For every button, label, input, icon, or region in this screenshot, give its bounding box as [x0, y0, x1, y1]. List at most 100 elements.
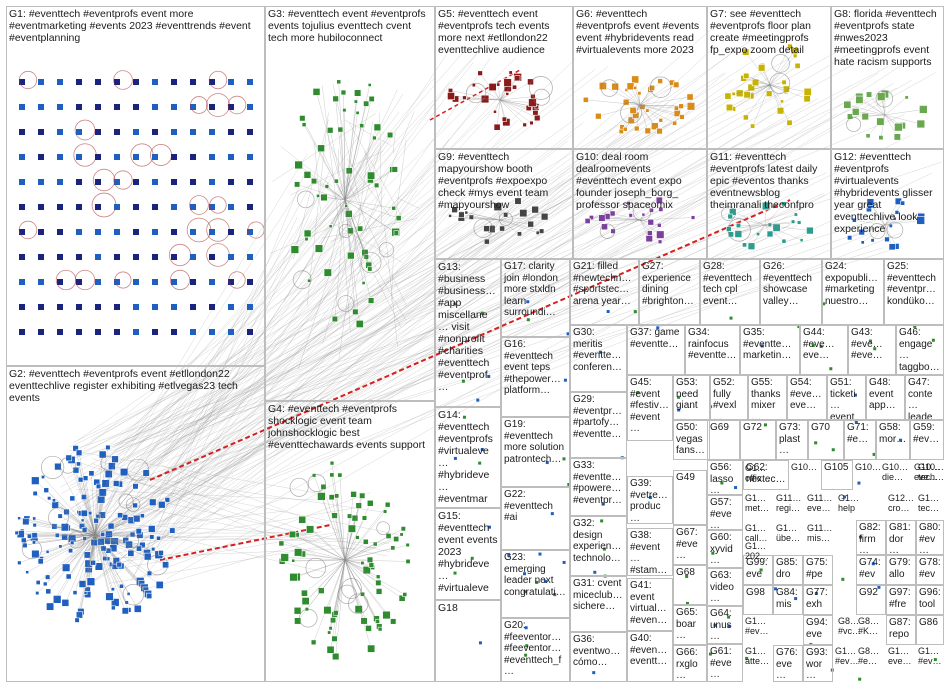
group-box-g48[interactable]: G48: event app… — [866, 375, 905, 420]
self-loop-icon — [289, 477, 309, 497]
group-box-g97[interactable]: G97: #fre… — [886, 585, 916, 615]
group-box-g64[interactable]: G64: unus… — [707, 606, 743, 644]
group-box-g33[interactable]: G33: #eventte… #powere… #eventpr… — [570, 458, 627, 516]
group-box-g41[interactable]: G41: event virtual… #even… — [627, 578, 673, 631]
group-box-g20[interactable]: G20: #feeventor… #feeventor… #eventtech_… — [501, 618, 570, 682]
group-box-g62[interactable]: G62: nextec… — [743, 460, 789, 490]
group-box-g47[interactable]: G47: conte… leade… — [905, 375, 944, 420]
group-box-g55[interactable]: G55: thanks mixer… — [748, 375, 787, 420]
group-box-g78[interactable]: G78: #ev… — [916, 555, 944, 585]
group-box-g80[interactable]: G80: #ev… — [916, 520, 944, 555]
group-box-g28[interactable]: G28: #eventtech tech cpl event… — [700, 259, 760, 325]
group-box-g15[interactable]: G15: #eventtech event events 2023 #hybri… — [435, 508, 501, 600]
group-box-g76[interactable]: G76: eve… — [773, 645, 803, 682]
group-box-g12[interactable]: G12: #eventtech #eventprofs #virtualeven… — [831, 149, 944, 259]
group-box-g66[interactable]: G66: rxglo… — [673, 645, 707, 682]
group-box-g1[interactable]: G1: #eventtech #eventprofs event more #e… — [6, 6, 265, 366]
group-box-g30[interactable]: G30: meritis #eventte… conferen… — [570, 325, 627, 392]
group-box-g69[interactable]: G69 — [707, 420, 740, 460]
group-box-g18[interactable]: G18 — [435, 600, 501, 682]
group-box-g70[interactable]: G70 — [808, 420, 844, 460]
group-box-g5[interactable]: G5: #eventtech event #eventprofs tech ev… — [435, 6, 573, 149]
group-box-g105[interactable]: G105 — [821, 460, 853, 490]
group-box-g61[interactable]: G61: #eve… — [707, 644, 743, 682]
group-box-g59[interactable]: G59: #ev… — [910, 420, 944, 460]
group-box-g67[interactable]: G67: #eve… — [673, 525, 707, 565]
group-box-g4[interactable]: G4: #eventtech #eventprofs shocklogic ev… — [265, 401, 435, 682]
group-box-g37[interactable]: G37: game #eventte… — [627, 325, 685, 375]
group-box-g25[interactable]: G25: #eventtech #eventpr… kondüko… — [884, 259, 944, 325]
group-box-g56[interactable]: G56: lasso… — [707, 460, 743, 495]
group-box-g65[interactable]: G65: boar… — [673, 605, 707, 645]
group-box-g32[interactable]: G32: design experien… technolo… — [570, 516, 627, 576]
group-box-g58[interactable]: G58: mor… — [876, 420, 910, 460]
group-box-g77[interactable]: G77: exh… — [803, 585, 833, 615]
group-box-g96[interactable]: G96: tool… — [916, 585, 944, 615]
group-box-g3[interactable]: G3: #eventtech event #eventprofs events … — [265, 6, 435, 401]
group-box-g81[interactable]: G81: dor… — [886, 520, 916, 555]
group-box-g13[interactable]: G13: #business #business… #app miscellan… — [435, 259, 501, 407]
group-box-g74[interactable]: G74: #ev… — [856, 555, 886, 585]
group-box-g46[interactable]: G46: engage… taggbo… — [896, 325, 944, 375]
network-node-icon — [598, 82, 607, 91]
group-box-g23[interactable]: G23: emerging leader next congratulati… — [501, 550, 570, 618]
group-box-g44[interactable]: G44: #eve… eve… — [800, 325, 848, 375]
group-box-g75[interactable]: G75: #pe… — [803, 555, 833, 585]
group-box-g45[interactable]: G45: #event #festiv… #event… — [627, 375, 673, 441]
group-box-g14[interactable]: G14: #eventtech #eventprofs #virtualeve…… — [435, 407, 501, 508]
group-box-g53[interactable]: G53: need giant… — [673, 375, 710, 420]
group-box-g54[interactable]: G54: #eve… eve… — [787, 375, 827, 420]
group-box-g39[interactable]: G39: #vetre… produc… — [627, 476, 673, 524]
group-box-g73[interactable]: G73: plast… — [776, 420, 808, 460]
group-box-g68[interactable]: G68 — [673, 565, 707, 605]
group-box-g50[interactable]: G50: vegas fans… — [673, 420, 710, 460]
group-box-g82[interactable]: G82: firm… — [856, 520, 886, 555]
edge-line — [639, 104, 682, 107]
group-box-g57[interactable]: G57: #eve… — [707, 495, 743, 530]
group-box-g51[interactable]: G51: ticketi… event… — [827, 375, 866, 420]
group-box-g35[interactable]: G35: #eventte… marketin… — [740, 325, 800, 375]
group-box-g17[interactable]: G17: clarity join #london more stxldn le… — [501, 259, 570, 337]
group-box-g31[interactable]: G31: cvent miceclub… sichere… — [570, 576, 627, 632]
network-node-icon — [112, 557, 121, 565]
group-box-g84[interactable]: G84: mis… — [773, 585, 803, 615]
group-box-g34[interactable]: G34: rainfocus #eventte… — [685, 325, 740, 375]
group-box-g99[interactable]: G99: eve… — [743, 555, 773, 585]
group-box-g7[interactable]: G7: see #eventtech #eventprofs floor pla… — [707, 6, 831, 149]
group-box-g8[interactable]: G8: florida #eventtech #eventprofs state… — [831, 6, 944, 149]
group-box-g24[interactable]: G24: expopubli… #marketing nuestro… — [822, 259, 884, 325]
group-box-g72[interactable]: G72 — [740, 420, 776, 460]
group-box-g40[interactable]: G40: #even… eventt… — [627, 631, 673, 682]
group-box-g10[interactable]: G10: deal room dealroomevents #eventtech… — [573, 149, 707, 259]
group-box-g60[interactable]: G60: xyvid… — [707, 530, 743, 568]
group-box-g71[interactable]: G71: #e… — [844, 420, 876, 460]
group-box-g9[interactable]: G9: #eventtech mapyourshow booth #eventp… — [435, 149, 573, 259]
group-box-g16[interactable]: G16: #eventtech event teps #thepower… pl… — [501, 337, 570, 417]
group-box-g92[interactable]: G92 — [856, 585, 886, 615]
group-box-g63[interactable]: G63: video… — [707, 568, 743, 606]
group-box-g29[interactable]: G29: #eventpr… #partofy… #eventte… — [570, 392, 627, 458]
group-box-g22[interactable]: G22: #eventtech #ai — [501, 487, 570, 550]
group-box-g21[interactable]: G21: filled #newtechn… #sportstec… arena… — [570, 259, 639, 325]
group-box-g98[interactable]: G98 — [743, 585, 773, 615]
group-box-g52[interactable]: G52: fully #vexl… — [710, 375, 748, 420]
group-box-g79[interactable]: G79: allo… — [886, 555, 916, 585]
edge-line — [40, 534, 96, 562]
group-box-g43[interactable]: G43: #eve… #eve… — [848, 325, 896, 375]
group-box-g49[interactable]: G49 — [673, 470, 707, 525]
group-box-g87[interactable]: G87: repo… — [886, 615, 916, 645]
group-box-g11[interactable]: G11: #eventtech #eventprofs latest daily… — [707, 149, 831, 259]
group-box-g85[interactable]: G85: dro… — [773, 555, 803, 585]
group-box-g6[interactable]: G6: #eventtech #eventprofs event #events… — [573, 6, 707, 149]
group-box-g93[interactable]: G93: wor… — [803, 645, 833, 682]
group-box-g36[interactable]: G36: eventwo… cómo… — [570, 632, 627, 682]
group-box-g19[interactable]: G19: #eventtech more solution patrontech… — [501, 417, 570, 487]
group-box-g38[interactable]: G38: #event… #stam… — [627, 528, 673, 576]
group-box-g2[interactable]: G2: #eventtech #eventprofs event #etllon… — [6, 366, 265, 682]
network-node-icon — [531, 205, 539, 214]
edge-line — [396, 197, 419, 209]
group-box-g94[interactable]: G94: eve… — [803, 615, 833, 645]
group-box-g26[interactable]: G26: #eventtech showcase valley… — [760, 259, 822, 325]
group-box-g86[interactable]: G86 — [916, 615, 944, 645]
group-box-g27[interactable]: G27: experience dining #brighton… — [639, 259, 700, 325]
